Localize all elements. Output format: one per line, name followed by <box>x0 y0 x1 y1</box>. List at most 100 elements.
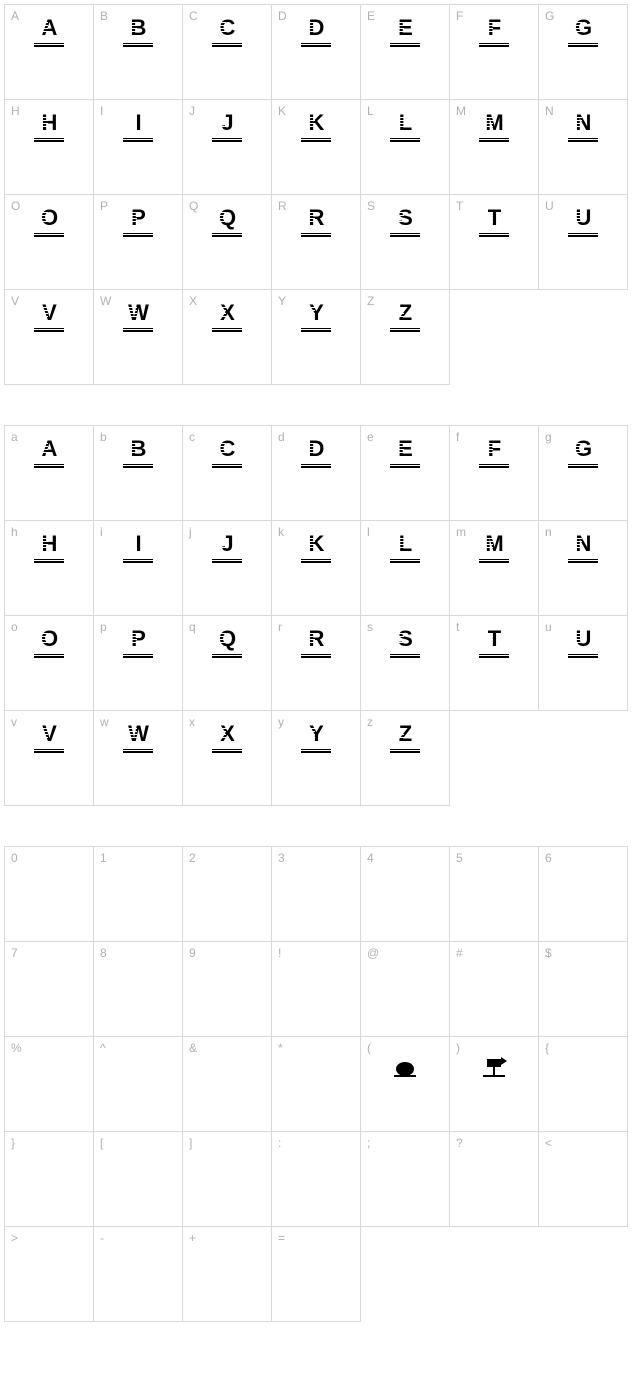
char-cell: zZ <box>361 711 450 806</box>
cell-label: ; <box>367 1136 370 1150</box>
cell-label: < <box>545 1136 552 1150</box>
char-cell: + <box>183 1227 272 1322</box>
char-cell: fF <box>450 426 539 521</box>
char-cell: MM <box>450 100 539 195</box>
char-cell: 9 <box>183 942 272 1037</box>
glyph-x: X <box>210 725 244 753</box>
char-cell: wW <box>94 711 183 806</box>
char-cell: pP <box>94 616 183 711</box>
char-cell: ^ <box>94 1037 183 1132</box>
glyph-p: P <box>121 630 155 658</box>
glyph-c: C <box>210 19 244 47</box>
char-cell: UU <box>539 195 628 290</box>
char-cell: BB <box>94 5 183 100</box>
glyph-o: O <box>32 209 66 237</box>
char-cell: { <box>539 1037 628 1132</box>
char-cell: & <box>183 1037 272 1132</box>
char-cell: II <box>94 100 183 195</box>
glyph-t: T <box>477 630 511 658</box>
char-cell: 0 <box>5 847 94 942</box>
char-cell: XX <box>183 290 272 385</box>
char-cell: LL <box>361 100 450 195</box>
char-cell: cC <box>183 426 272 521</box>
char-cell: RR <box>272 195 361 290</box>
glyph-l: L <box>388 535 422 563</box>
char-cell: 2 <box>183 847 272 942</box>
char-cell: uU <box>539 616 628 711</box>
glyph-a: A <box>32 19 66 47</box>
glyph-z: Z <box>388 725 422 753</box>
char-cell: : <box>272 1132 361 1227</box>
char-cell: DD <box>272 5 361 100</box>
char-cell: HH <box>5 100 94 195</box>
char-cell: yY <box>272 711 361 806</box>
char-cell: VV <box>5 290 94 385</box>
char-cell: $ <box>539 942 628 1037</box>
char-cell: rR <box>272 616 361 711</box>
grid-uppercase: AABBCCDDEEFFGGHHIIJJKKLLMMNNOOPPQQRRSSTT… <box>4 4 628 385</box>
glyph-x: X <box>210 304 244 332</box>
char-cell: [ <box>94 1132 183 1227</box>
char-cell: 4 <box>361 847 450 942</box>
glyph-y: Y <box>299 725 333 753</box>
cell-label: ^ <box>100 1041 106 1055</box>
empty-cell <box>450 1227 539 1322</box>
char-cell: 1 <box>94 847 183 942</box>
cell-label: [ <box>100 1136 103 1150</box>
glyph-m: M <box>477 114 511 142</box>
glyph-s: S <box>388 630 422 658</box>
empty-cell <box>450 290 539 385</box>
cell-label: - <box>100 1231 104 1245</box>
cell-label: + <box>189 1231 196 1245</box>
glyph-f: F <box>477 19 511 47</box>
char-cell: bB <box>94 426 183 521</box>
glyph-i: I <box>121 114 155 142</box>
glyph-p: P <box>121 209 155 237</box>
cell-label: 3 <box>278 851 285 865</box>
glyph-a: A <box>32 440 66 468</box>
char-cell: QQ <box>183 195 272 290</box>
char-cell: % <box>5 1037 94 1132</box>
char-cell: = <box>272 1227 361 1322</box>
cell-label: 2 <box>189 851 196 865</box>
char-cell: GG <box>539 5 628 100</box>
char-cell: ! <box>272 942 361 1037</box>
char-cell: OO <box>5 195 94 290</box>
glyph-o: O <box>32 630 66 658</box>
glyph-w: W <box>121 304 155 332</box>
glyph-g: G <box>566 19 600 47</box>
char-cell: mM <box>450 521 539 616</box>
char-cell: iI <box>94 521 183 616</box>
glyph-r: R <box>299 630 333 658</box>
char-cell: eE <box>361 426 450 521</box>
grid-symbols: 0123456789!@#$%^&*(){}[]:;?<>-+= <box>4 846 628 1322</box>
char-cell: WW <box>94 290 183 385</box>
char-cell: ; <box>361 1132 450 1227</box>
empty-cell <box>361 1227 450 1322</box>
char-cell: 6 <box>539 847 628 942</box>
char-cell: > <box>5 1227 94 1322</box>
cell-label: > <box>11 1231 18 1245</box>
cell-label: { <box>545 1041 549 1055</box>
cell-label: ! <box>278 946 281 960</box>
char-cell: ] <box>183 1132 272 1227</box>
cell-label: ] <box>189 1136 192 1150</box>
char-cell: * <box>272 1037 361 1132</box>
cell-label: & <box>189 1041 197 1055</box>
glyph-u: U <box>566 630 600 658</box>
cell-label: * <box>278 1041 283 1055</box>
glyph-k: K <box>299 535 333 563</box>
glyph-v: V <box>32 304 66 332</box>
glyph-e: E <box>388 440 422 468</box>
char-cell: lL <box>361 521 450 616</box>
char-cell: ZZ <box>361 290 450 385</box>
cell-label: $ <box>545 946 552 960</box>
char-cell: # <box>450 942 539 1037</box>
char-cell: PP <box>94 195 183 290</box>
glyph-l: L <box>388 114 422 142</box>
glyph-q: Q <box>210 630 244 658</box>
cell-label: 4 <box>367 851 374 865</box>
cell-label: 0 <box>11 851 18 865</box>
char-cell: < <box>539 1132 628 1227</box>
char-cell: SS <box>361 195 450 290</box>
